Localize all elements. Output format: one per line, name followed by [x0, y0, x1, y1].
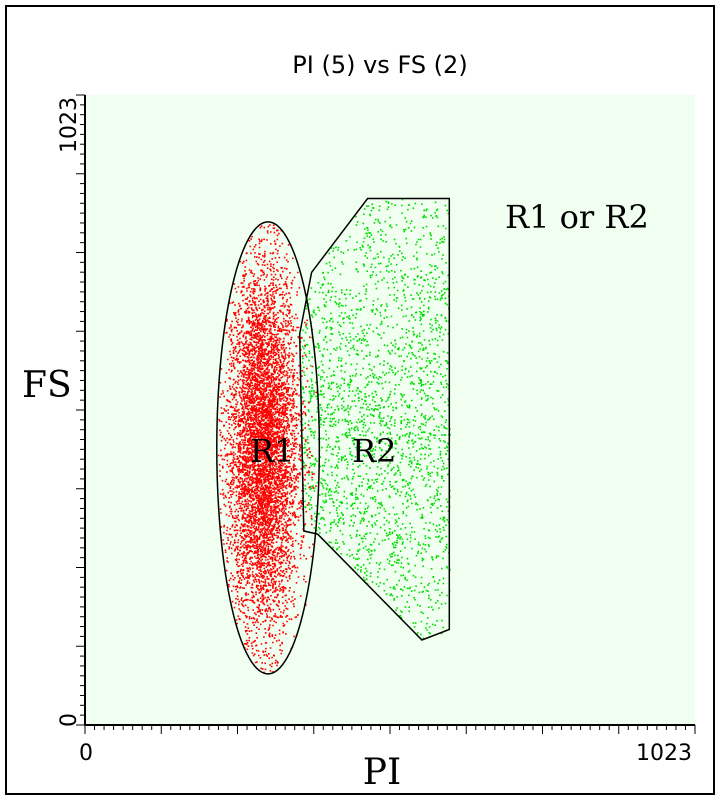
plot-area	[85, 95, 695, 725]
r2-points	[300, 198, 451, 641]
x-axis-label: PI	[363, 752, 401, 793]
y-tick-max: 1023	[57, 97, 82, 153]
x-tick-min: 0	[79, 741, 93, 766]
chart-title: PI (5) vs FS (2)	[292, 51, 467, 79]
r1-gate-ellipse	[216, 221, 321, 675]
region-label-r1: R1	[250, 432, 294, 470]
data-points	[217, 198, 451, 674]
r1-points	[217, 224, 317, 674]
y-tick-min: 0	[57, 713, 82, 727]
region-label-r2: R2	[352, 432, 396, 470]
gate-outlines	[216, 197, 451, 675]
y-axis-label: FS	[22, 365, 72, 406]
r2-gate-polygon	[298, 197, 451, 641]
combined-gate-annotation: R1 or R2	[505, 198, 649, 236]
axes	[76, 94, 696, 734]
x-tick-max: 1023	[636, 741, 692, 766]
